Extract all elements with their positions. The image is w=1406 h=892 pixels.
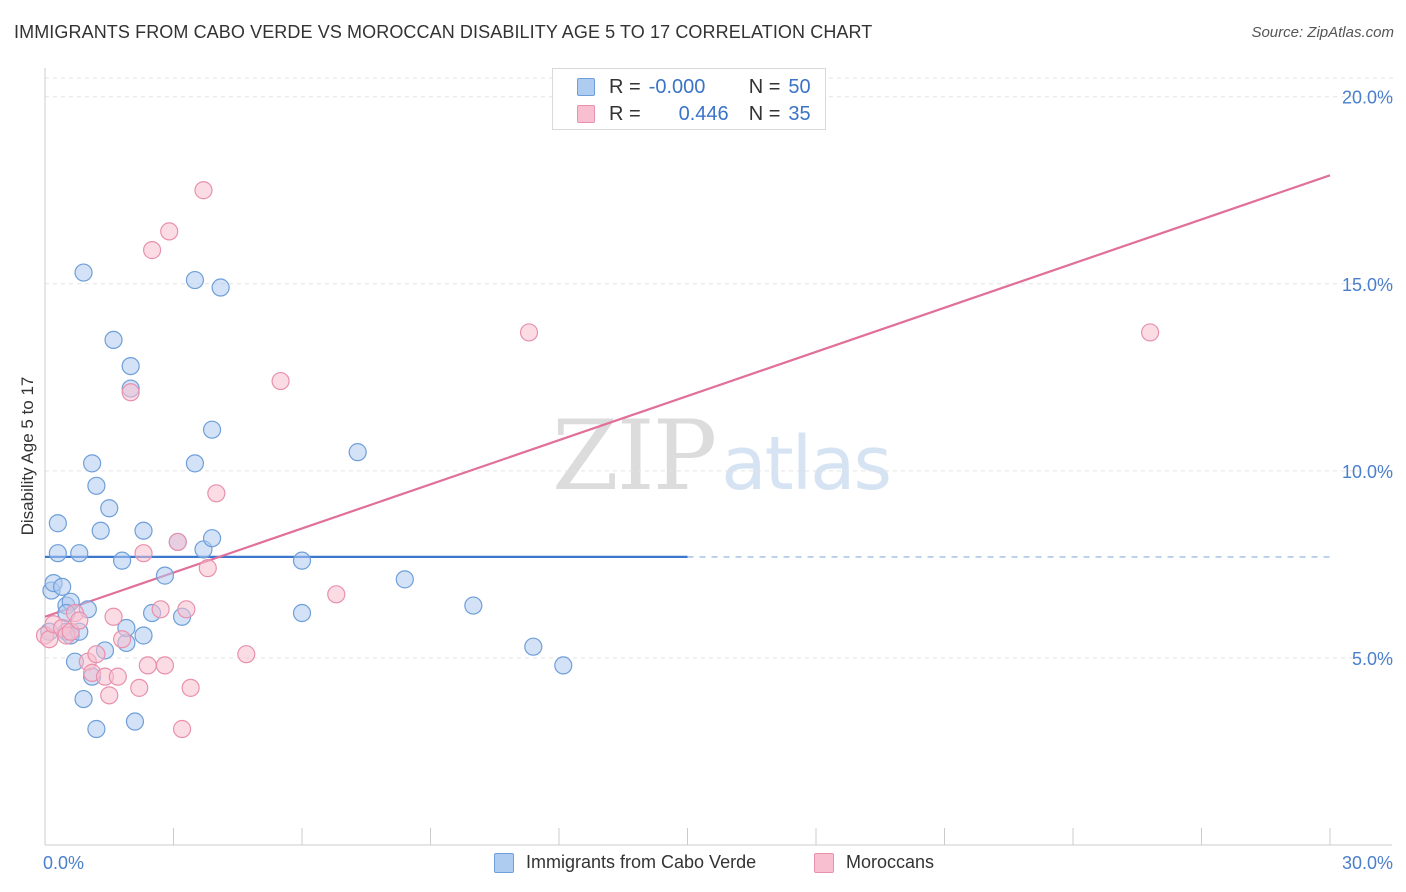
cabo-verde-point: [121, 356, 140, 376]
moroccan-point: [327, 585, 346, 604]
moroccan-point: [198, 559, 217, 578]
cabo-verde-point: [74, 689, 93, 709]
cabo-verde-point: [125, 712, 145, 731]
series-legend-cabo-verde: Immigrants from Cabo Verde: [494, 852, 756, 873]
moroccan-point: [100, 686, 119, 705]
legend-row-cabo-verde: R = -0.000 N = 50: [577, 75, 811, 99]
chart-source: Source: ZipAtlas.com: [1251, 24, 1394, 41]
cabo-verde-point: [112, 551, 132, 570]
cabo-verde-point: [48, 544, 67, 563]
legend-r-label: R =: [609, 102, 641, 125]
legend-swatch-pink: [577, 105, 595, 123]
moroccan-point: [160, 222, 179, 241]
cabo-verde-point: [185, 454, 205, 473]
moroccan-point: [130, 678, 149, 697]
y-tick-label: 5.0%: [1352, 649, 1393, 669]
cabo-verde-point: [134, 626, 153, 645]
moroccan-point: [181, 678, 200, 697]
data-points: [35, 181, 1160, 739]
legend-r-label: R =: [609, 75, 641, 98]
cabo-verde-point: [70, 544, 89, 563]
cabo-verde-point: [134, 521, 153, 540]
cabo-verde-point: [202, 420, 222, 439]
moroccan-point: [151, 600, 170, 619]
legend-swatch-blue: [577, 78, 595, 96]
moroccan-trend-line: [44, 174, 1331, 618]
moroccan-point: [104, 607, 123, 626]
x-tick-label: 30.0%: [1342, 853, 1393, 873]
cabo-verde-point: [53, 577, 72, 596]
moroccan-point: [134, 544, 153, 563]
moroccan-point: [155, 656, 175, 675]
series-name: Immigrants from Cabo Verde: [526, 852, 757, 872]
cabo-verde-point: [155, 566, 175, 585]
grid-lines: [45, 77, 1395, 659]
legend-row-moroccans: R = 0.446 N = 35: [577, 102, 811, 126]
cabo-verde-point: [91, 521, 110, 540]
stats-legend: R = -0.000 N = 50 R = 0.446 N = 35: [552, 68, 826, 130]
cabo-verde-point: [100, 499, 119, 518]
legend-n-label: N =: [748, 102, 781, 125]
y-tick-label: 20.0%: [1342, 88, 1393, 108]
legend-r-value: -0.000: [648, 75, 706, 98]
cabo-verde-point: [48, 514, 67, 533]
cabo-verde-point: [211, 278, 230, 297]
y-tick-label: 10.0%: [1342, 462, 1393, 482]
moroccan-point: [1140, 323, 1160, 342]
moroccan-point: [207, 484, 226, 503]
cabo-verde-point: [185, 270, 205, 290]
watermark: ZIPatlas: [552, 400, 892, 512]
moroccan-point: [519, 323, 539, 342]
moroccan-point: [112, 630, 132, 649]
cabo-verde-point: [74, 263, 93, 282]
legend-n-value: 50: [788, 75, 811, 98]
moroccan-point: [121, 383, 140, 402]
moroccan-point: [237, 645, 256, 664]
axes: [44, 68, 1392, 846]
tick-labels: 5.0% 10.0% 15.0% 20.0% 0.0% 30.0%: [43, 88, 1393, 873]
moroccan-point: [271, 371, 290, 391]
moroccan-point: [194, 181, 213, 200]
series-name: Moroccans: [846, 852, 935, 872]
series-swatch-blue: [494, 852, 514, 873]
trend-lines: [44, 174, 1331, 618]
legend-r-value: 0.446: [678, 102, 729, 125]
cabo-verde-point: [104, 330, 123, 350]
cabo-verde-point: [83, 454, 102, 473]
cabo-verde-point: [395, 570, 414, 589]
cabo-verde-point: [464, 596, 483, 615]
cabo-verde-point: [202, 529, 222, 548]
cabo-verde-point: [348, 443, 367, 462]
moroccan-point: [108, 667, 127, 686]
cabo-verde-point: [292, 551, 312, 570]
moroccan-point: [142, 241, 162, 260]
cabo-verde-point: [87, 476, 106, 495]
moroccan-point: [168, 532, 187, 552]
legend-n-label: N =: [748, 75, 781, 98]
cabo-verde-point: [292, 603, 312, 623]
watermark-atlas: atlas: [721, 421, 892, 507]
chart-title: IMMIGRANTS FROM CABO VERDE VS MOROCCAN D…: [14, 22, 873, 42]
x-tick-label: 0.0%: [43, 853, 84, 873]
watermark-zip: ZIP: [552, 400, 717, 512]
moroccan-point: [87, 645, 106, 664]
series-swatch-pink: [814, 852, 834, 873]
legend-n-value: 35: [788, 102, 811, 125]
cabo-verde-point: [524, 637, 543, 656]
cabo-verde-point: [554, 656, 573, 675]
y-tick-label: 15.0%: [1342, 275, 1393, 295]
moroccan-point: [172, 719, 192, 739]
cabo-verde-point: [87, 719, 106, 739]
moroccan-point: [138, 656, 157, 675]
series-legend-moroccans: Moroccans: [814, 852, 934, 873]
moroccan-point: [70, 611, 89, 630]
moroccan-point: [177, 600, 196, 619]
